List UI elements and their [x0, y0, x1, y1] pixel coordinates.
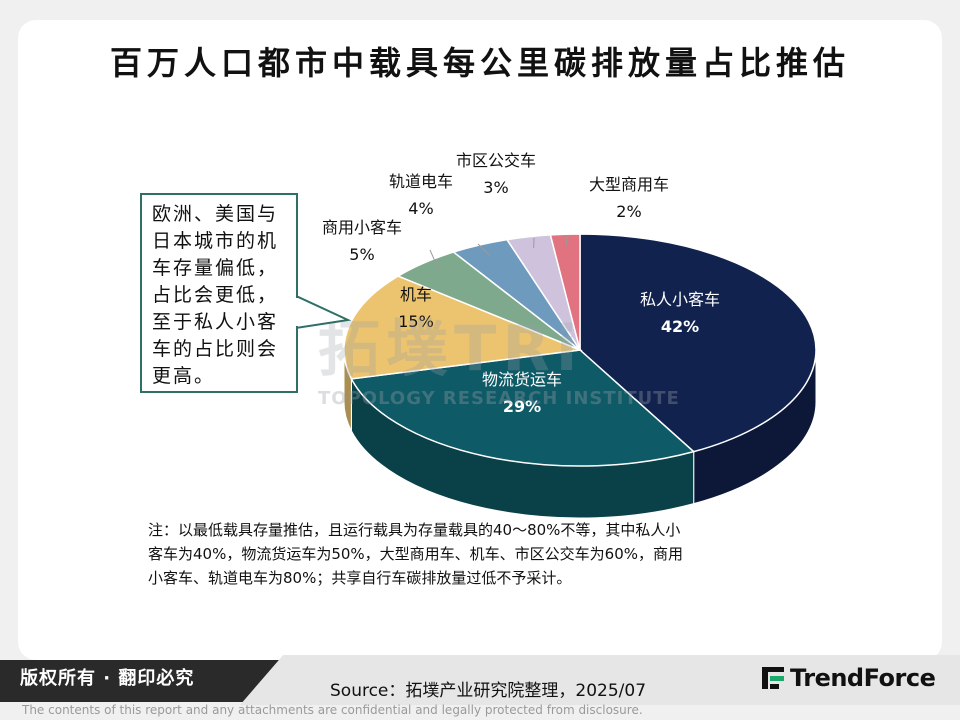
trendforce-logo: TrendForce [760, 664, 936, 692]
pie-slice [579, 233, 817, 453]
copyright-notice: 版权所有 · 翻印必究 [20, 668, 195, 689]
watermark-logo-text: 拓墣TRi [318, 312, 584, 385]
callout-box: 欧洲、美国与 日本城市的机 车存量偏低， 占比会更低， 至于私人小客 车的占比则… [140, 193, 298, 393]
pie-slice-value: 29% [503, 397, 541, 416]
pie-slice [343, 275, 583, 380]
callout-line: 占比会更低， [152, 284, 279, 306]
slide-title: 百万人口都市中载具每公里碳排放量占比推估 [109, 44, 850, 82]
callout-line: 日本城市的机 [152, 230, 279, 252]
note-line: 注：以最低载具存量推估，且运行载具为存量载具的40～80%不等，其中私人小 [148, 521, 681, 539]
callout-line: 更高。 [152, 365, 216, 387]
callout-line: 车的占比则会 [152, 338, 279, 360]
pie-slice-label: 物流货运车 [482, 370, 562, 389]
footer-source-panel [240, 655, 960, 705]
pie-slice [350, 349, 696, 467]
pie-slice-label: 机车 [400, 285, 432, 304]
pie-slice-value: 2% [616, 202, 641, 221]
pie-slice-value: 4% [408, 199, 433, 218]
pie-slice-label: 轨道电车 [389, 172, 453, 191]
pie-slice-label: 市区公交车 [456, 151, 536, 170]
callout-line: 至于私人小客 [152, 311, 279, 333]
pie-slice-value: 5% [349, 245, 374, 264]
pie-slice-label: 私人小客车 [640, 290, 720, 309]
source-citation: Source：拓墣产业研究院整理，2025/07 [330, 681, 647, 701]
confidentiality-notice: The contents of this report and any atta… [22, 703, 643, 717]
pie-slice-value: 15% [398, 312, 434, 331]
pie-leader-line [429, 249, 440, 272]
note-line: 客车为40%，物流货运车为50%，大型商用车、机车、市区公交车为60%，商用 [148, 545, 684, 563]
callout-line: 欧洲、美国与 [152, 203, 279, 225]
pie-slice-label: 大型商用车 [589, 175, 669, 194]
trendforce-logo-text: TrendForce [790, 664, 936, 692]
trendforce-logo-icon [762, 667, 784, 689]
pie-slice-value: 3% [483, 178, 508, 197]
watermark-institute-text: TOPOLOGY RESEARCH INSTITUTE [318, 388, 680, 409]
chart-note: 注：以最低载具存量推估，且运行载具为存量载具的40～80%不等，其中私人小 客车… [148, 518, 818, 590]
pie-leader-line [477, 243, 490, 256]
pie-leader-line [565, 235, 568, 246]
pie-slice-label: 商用小客车 [322, 218, 402, 237]
pie-slice [549, 233, 581, 351]
note-line: 小客车、轨道电车为80%；共享自行车碳排放量过低不予采计。 [148, 569, 572, 587]
callout-line: 车存量偏低， [152, 257, 279, 279]
pie-slice-value: 42% [661, 317, 699, 336]
